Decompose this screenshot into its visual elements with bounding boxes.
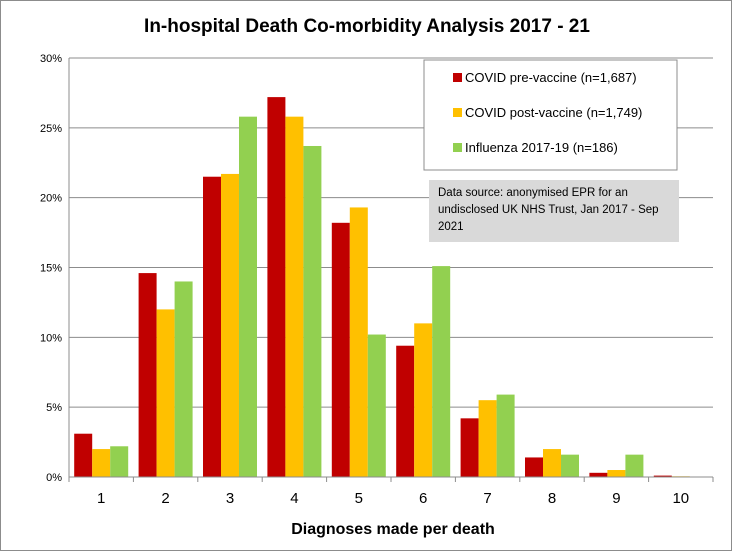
y-tick-label: 0% <box>46 472 62 484</box>
bar-influenza-8 <box>561 454 579 477</box>
legend-swatch-covid-pre <box>453 73 462 82</box>
legend-label-covid-pre: COVID pre-vaccine (n=1,687) <box>465 70 637 85</box>
bar-covid-post-9 <box>607 470 626 477</box>
bar-influenza-7 <box>496 394 515 477</box>
y-tick-label: 15% <box>40 263 62 275</box>
x-axis-label: Diagnoses made per death <box>291 521 495 538</box>
bars <box>74 97 690 478</box>
bar-covid-pre-2 <box>138 273 157 477</box>
bar-covid-pre-7 <box>460 418 479 477</box>
x-tick-label: 10 <box>672 490 689 507</box>
y-tick-label: 5% <box>46 402 62 414</box>
x-tick-label: 8 <box>548 490 556 507</box>
bar-influenza-1 <box>110 446 129 477</box>
bar-covid-post-5 <box>349 207 368 477</box>
data-source-line-2: undisclosed UK NHS Trust, Jan 2017 - Sep <box>438 204 659 216</box>
chart-title: In-hospital Death Co-morbidity Analysis … <box>144 16 590 37</box>
legend-swatch-covid-post <box>453 108 462 117</box>
y-tick-label: 30% <box>40 53 62 65</box>
y-tick-label: 20% <box>40 193 62 205</box>
bar-covid-pre-10 <box>653 475 672 477</box>
bar-covid-post-3 <box>221 173 239 477</box>
legend-swatch-influenza <box>453 143 462 152</box>
x-tick-label: 4 <box>290 490 298 507</box>
bar-influenza-2 <box>174 281 193 477</box>
bar-influenza-9 <box>625 454 644 477</box>
bar-covid-pre-6 <box>396 345 415 477</box>
axes <box>68 58 714 482</box>
legend-box <box>423 59 678 171</box>
bar-covid-pre-9 <box>589 472 608 477</box>
bar-covid-pre-3 <box>203 176 221 477</box>
x-axis-ticks: 1 2 3 4 5 6 7 8 9 10 <box>97 490 689 507</box>
bar-influenza-6 <box>432 266 451 477</box>
bar-covid-post-1 <box>92 449 111 477</box>
bar-covid-post-4 <box>285 116 304 477</box>
bar-covid-pre-8 <box>525 457 543 477</box>
bar-influenza-4 <box>303 145 322 478</box>
y-tick-label: 25% <box>40 123 62 135</box>
legend: COVID pre-vaccine (n=1,687) COVID post-v… <box>423 59 678 171</box>
x-tick-label: 9 <box>612 490 620 507</box>
bar-covid-post-8 <box>543 449 561 477</box>
x-tick-label: 5 <box>355 490 363 507</box>
legend-label-covid-post: COVID post-vaccine (n=1,749) <box>465 105 642 120</box>
y-axis-ticks: 0% 5% 10% 15% 20% 25% 30% <box>40 53 62 484</box>
x-tick-label: 1 <box>97 490 105 507</box>
data-source-note: Data source: anonymised EPR for an undis… <box>429 180 679 242</box>
bar-covid-pre-4 <box>267 97 286 478</box>
x-tick-label: 7 <box>483 490 491 507</box>
bar-influenza-3 <box>239 116 257 477</box>
bar-covid-post-7 <box>478 400 497 477</box>
data-source-box <box>429 180 679 242</box>
data-source-line-1: Data source: anonymised EPR for an <box>438 187 628 199</box>
data-source-line-3: 2021 <box>438 221 464 233</box>
bar-covid-post-2 <box>156 309 175 477</box>
bar-covid-post-6 <box>414 323 433 477</box>
bar-influenza-5 <box>367 334 386 477</box>
bar-covid-pre-5 <box>331 222 350 477</box>
legend-label-influenza: Influenza 2017-19 (n=186) <box>465 140 618 155</box>
bar-covid-pre-1 <box>74 433 93 477</box>
x-tick-label: 2 <box>161 490 169 507</box>
x-tick-label: 3 <box>226 490 234 507</box>
x-tick-label: 6 <box>419 490 427 507</box>
y-tick-label: 10% <box>40 332 62 344</box>
